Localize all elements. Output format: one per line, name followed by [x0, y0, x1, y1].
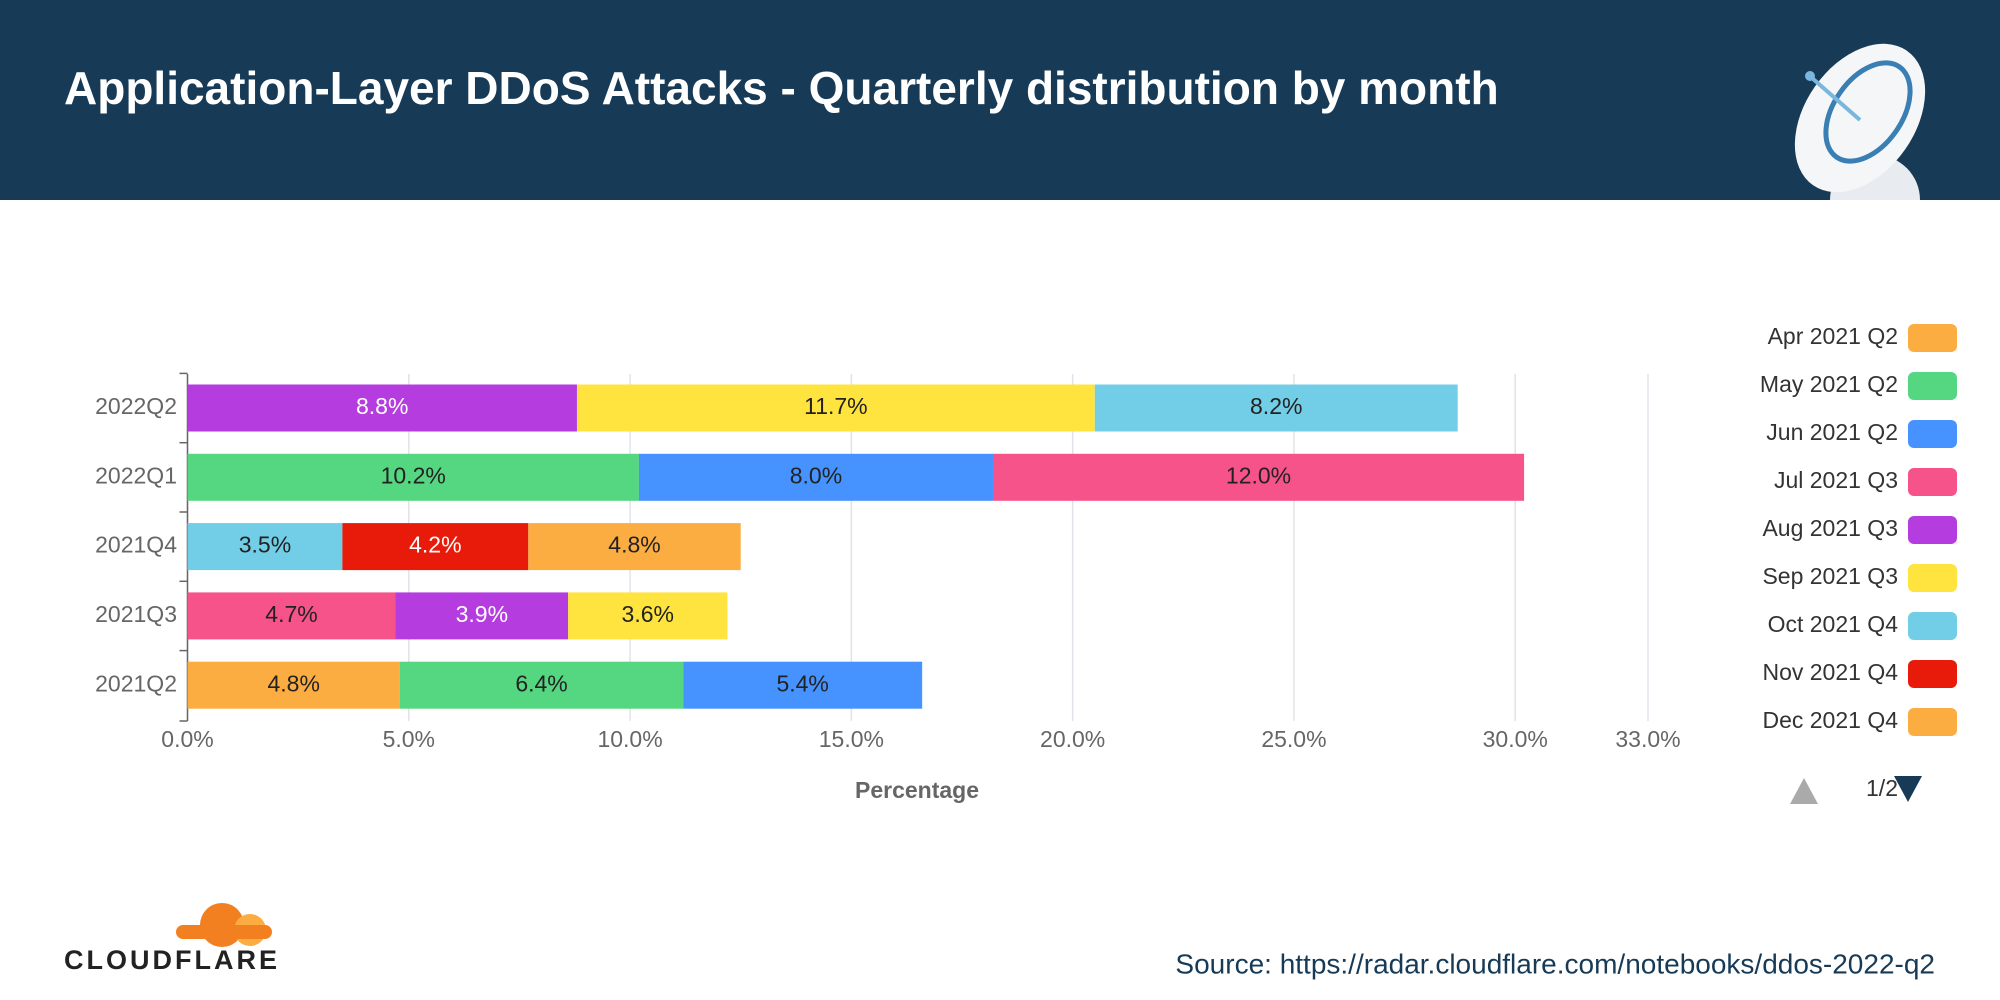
bar-segment	[342, 523, 529, 571]
chart-title: Application-Layer DDoS Attacks - Quarter…	[64, 62, 1499, 114]
value-label: 3.9%	[456, 601, 508, 627]
value-label: 8.2%	[1250, 393, 1302, 419]
value-label: 4.7%	[265, 601, 317, 627]
bar-segment	[568, 592, 728, 640]
value-label: 11.7%	[804, 393, 868, 419]
bar-segment	[1094, 384, 1458, 432]
legend-swatch[interactable]	[1908, 660, 1957, 688]
legend-next[interactable]	[1894, 776, 1922, 802]
y-tick-label: 2021Q4	[95, 532, 177, 558]
x-tick-label: 33.0%	[1615, 726, 1680, 752]
legend-label[interactable]: Apr 2021 Q2	[1768, 323, 1898, 349]
legend-label[interactable]: May 2021 Q2	[1760, 371, 1898, 397]
legend-swatch[interactable]	[1908, 516, 1957, 544]
bar-segment	[992, 453, 1525, 501]
legend-page: 1/2	[1866, 775, 1898, 801]
value-label: 5.4%	[776, 670, 828, 696]
logo-text: CLOUDFLARE	[64, 945, 280, 975]
cloudflare-logo: CLOUDFLARE	[64, 903, 280, 975]
value-label: 4.2%	[409, 532, 461, 558]
legend-label[interactable]: Jun 2021 Q2	[1766, 419, 1898, 445]
bar-segment	[528, 523, 741, 571]
bar-segment	[187, 592, 396, 640]
header-band	[0, 0, 2000, 200]
satellite-icon	[1794, 43, 1926, 200]
legend-swatch[interactable]	[1908, 468, 1957, 496]
y-tick-label: 2022Q1	[95, 462, 177, 488]
x-axis-title: Percentage	[855, 777, 979, 803]
legend-label[interactable]: Nov 2021 Q4	[1762, 659, 1898, 685]
value-label: 12.0%	[1226, 462, 1291, 488]
legend-swatch[interactable]	[1908, 612, 1957, 640]
bar-segment	[187, 384, 577, 432]
value-label: 4.8%	[608, 532, 660, 558]
bar-segment	[395, 592, 569, 640]
x-tick-label: 20.0%	[1040, 726, 1105, 752]
y-tick-label: 2021Q2	[95, 670, 177, 696]
value-label: 8.8%	[356, 393, 408, 419]
x-tick-label: 30.0%	[1483, 726, 1548, 752]
legend-label[interactable]: Dec 2021 Q4	[1762, 707, 1898, 733]
value-label: 6.4%	[515, 670, 567, 696]
value-label: 8.0%	[790, 462, 842, 488]
legend-label[interactable]: Jul 2021 Q3	[1774, 467, 1898, 493]
legend-swatch[interactable]	[1908, 564, 1957, 592]
x-tick-label: 15.0%	[819, 726, 884, 752]
value-label: 3.6%	[622, 601, 674, 627]
x-tick-label: 5.0%	[383, 726, 435, 752]
bar-segment	[399, 661, 684, 709]
x-tick-label: 25.0%	[1261, 726, 1326, 752]
legend-swatch[interactable]	[1908, 420, 1957, 448]
value-label: 10.2%	[381, 462, 446, 488]
legend-swatch[interactable]	[1908, 372, 1957, 400]
bar-segment	[187, 661, 400, 709]
bar-segment	[638, 453, 993, 501]
legend-label[interactable]: Oct 2021 Q4	[1768, 611, 1899, 637]
bar-segment	[576, 384, 1095, 432]
legend-swatch[interactable]	[1908, 708, 1957, 736]
legend-swatch[interactable]	[1908, 324, 1957, 352]
legend-label[interactable]: Aug 2021 Q3	[1762, 515, 1898, 541]
value-label: 4.8%	[267, 670, 319, 696]
bar-segment	[187, 453, 639, 501]
y-tick-label: 2022Q2	[95, 393, 177, 419]
x-tick-label: 0.0%	[161, 726, 213, 752]
legend-prev[interactable]	[1790, 778, 1818, 804]
legend-label[interactable]: Sep 2021 Q3	[1762, 563, 1898, 589]
x-tick-label: 10.0%	[597, 726, 662, 752]
value-label: 3.5%	[239, 532, 291, 558]
source: Source: https://radar.cloudflare.com/not…	[1175, 948, 1935, 979]
y-tick-label: 2021Q3	[95, 601, 177, 627]
bar-segment	[683, 661, 923, 709]
bar-segment	[187, 523, 343, 571]
